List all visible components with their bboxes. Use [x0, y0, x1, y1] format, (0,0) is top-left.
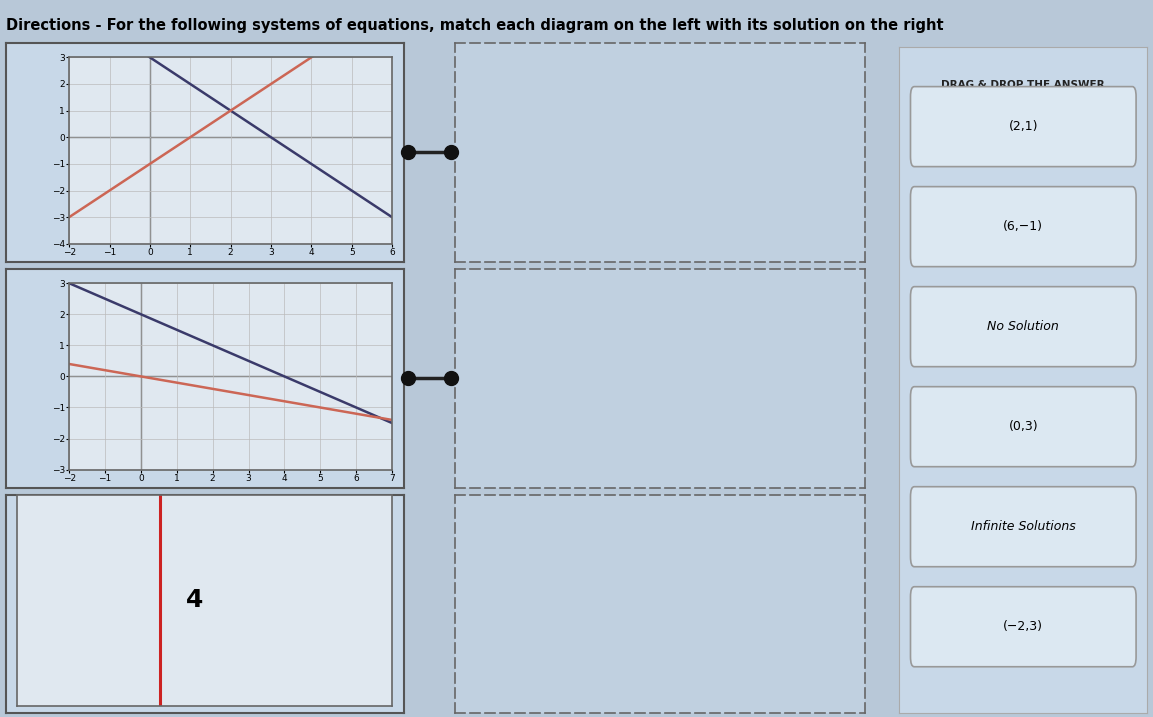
Text: (2,1): (2,1): [1009, 120, 1038, 133]
Text: (6,−1): (6,−1): [1003, 220, 1043, 233]
Text: (0,3): (0,3): [1009, 420, 1038, 433]
FancyBboxPatch shape: [911, 287, 1136, 366]
Text: Infinite Solutions: Infinite Solutions: [971, 521, 1076, 533]
FancyBboxPatch shape: [911, 587, 1136, 667]
Text: (−2,3): (−2,3): [1003, 620, 1043, 633]
FancyBboxPatch shape: [911, 87, 1136, 166]
Text: Directions - For the following systems of equations, match each diagram on the l: Directions - For the following systems o…: [6, 18, 943, 33]
FancyBboxPatch shape: [911, 186, 1136, 267]
FancyBboxPatch shape: [911, 386, 1136, 467]
Text: No Solution: No Solution: [987, 320, 1060, 333]
Text: 4: 4: [186, 589, 203, 612]
Text: DRAG & DROP THE ANSWER: DRAG & DROP THE ANSWER: [942, 80, 1105, 90]
FancyBboxPatch shape: [911, 487, 1136, 566]
